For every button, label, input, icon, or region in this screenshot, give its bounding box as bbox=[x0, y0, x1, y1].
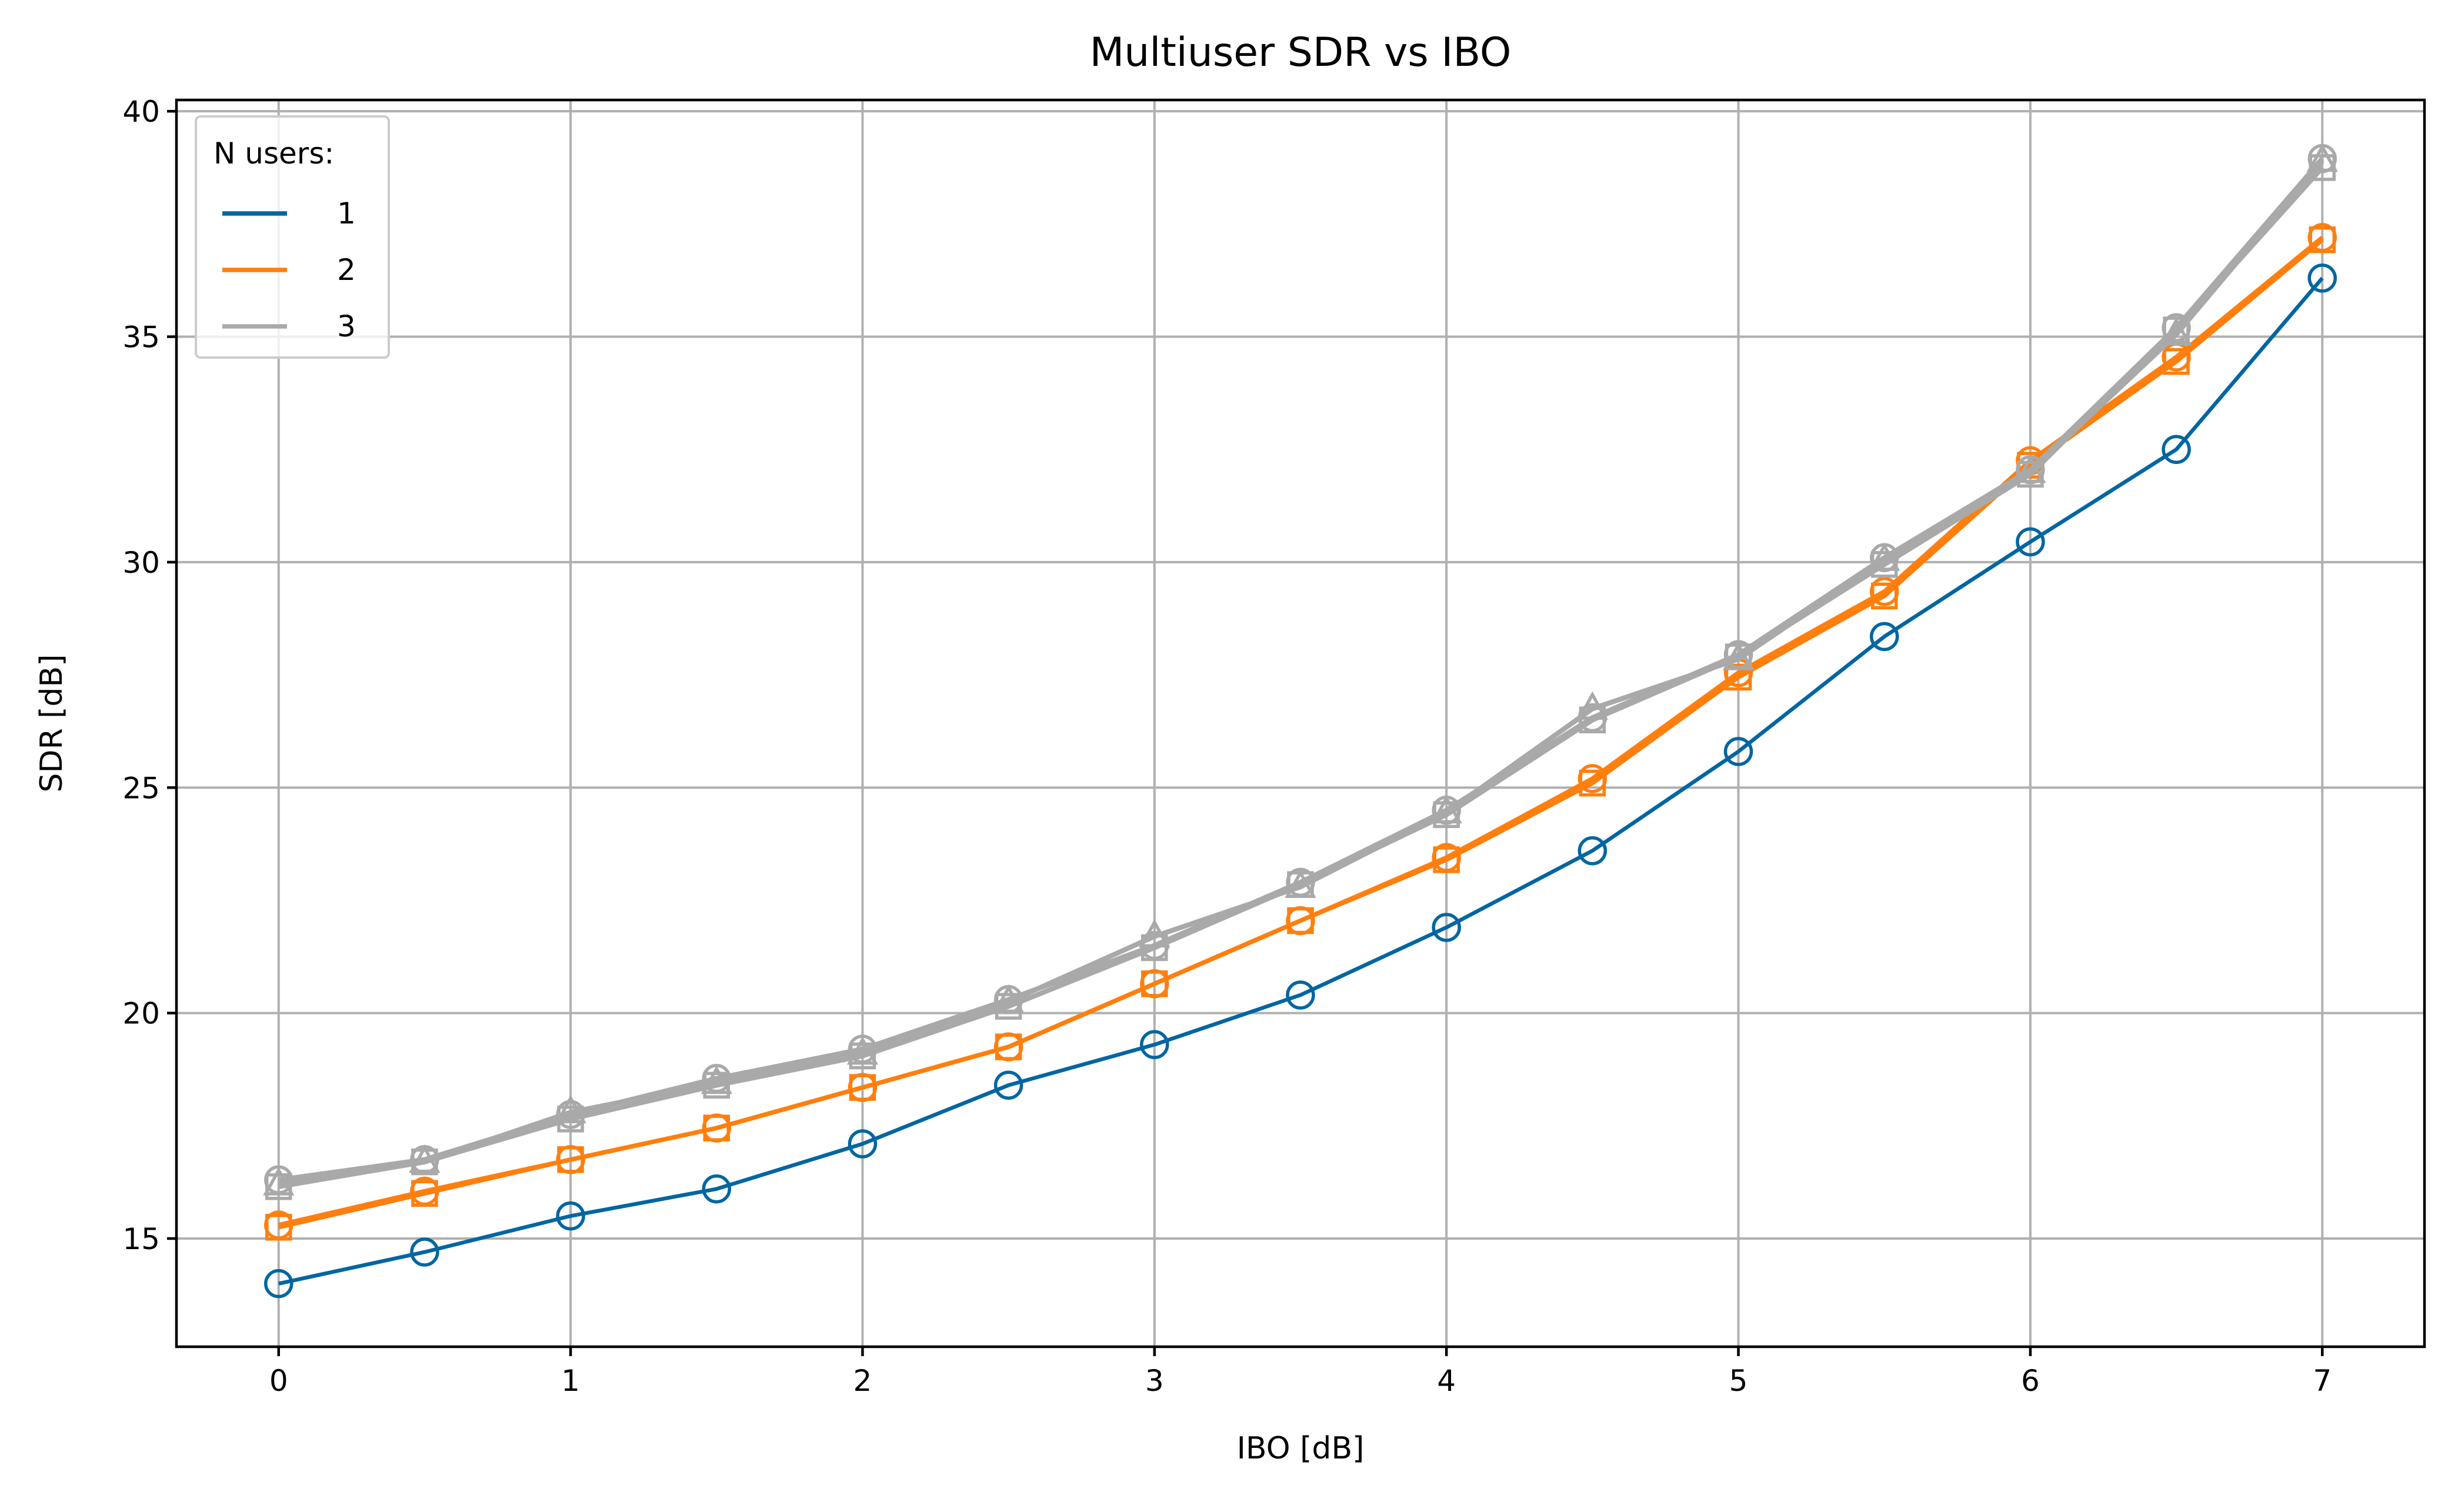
y-tick-label: 30 bbox=[122, 546, 160, 580]
data-point bbox=[701, 1065, 732, 1094]
chart-title: Multiuser SDR vs IBO bbox=[1090, 29, 1512, 76]
data-point bbox=[1577, 836, 1607, 866]
data-point bbox=[703, 1114, 731, 1141]
data-point bbox=[1287, 871, 1314, 898]
data-point bbox=[2160, 316, 2192, 346]
data-point bbox=[1287, 907, 1314, 934]
data-point bbox=[1141, 934, 1168, 962]
data-point bbox=[1141, 970, 1168, 997]
data-point bbox=[411, 1180, 438, 1207]
data-point bbox=[1140, 1030, 1169, 1060]
x-tick-label: 1 bbox=[561, 1364, 580, 1398]
data-point bbox=[1433, 801, 1460, 829]
data-point bbox=[557, 1106, 584, 1133]
data-point bbox=[2307, 263, 2337, 293]
y-tick-label: 15 bbox=[122, 1222, 160, 1256]
x-tick-label: 2 bbox=[853, 1364, 872, 1398]
series-line bbox=[278, 238, 2324, 1230]
data-point bbox=[1286, 980, 1315, 1010]
legend-label-3: 3 bbox=[337, 309, 356, 343]
data-point bbox=[1579, 769, 1606, 797]
data-point bbox=[1725, 643, 1752, 670]
data-point bbox=[263, 1167, 295, 1196]
data-point bbox=[702, 1174, 732, 1204]
data-point bbox=[2163, 348, 2190, 375]
data-point bbox=[849, 1042, 876, 1070]
series-3 bbox=[263, 143, 2338, 1200]
x-tick-label: 6 bbox=[2021, 1364, 2040, 1398]
x-tick-label: 0 bbox=[269, 1364, 288, 1398]
data-point bbox=[2309, 226, 2336, 253]
data-point bbox=[848, 1129, 878, 1159]
data-point bbox=[557, 1146, 584, 1173]
data-point bbox=[993, 1070, 1023, 1100]
y-tick-label: 25 bbox=[122, 771, 160, 805]
data-point bbox=[1870, 582, 1898, 610]
data-point bbox=[1725, 663, 1752, 691]
legend-label-2: 2 bbox=[337, 253, 356, 287]
grid bbox=[176, 100, 2424, 1347]
legend: N users: 1 2 3 bbox=[195, 115, 390, 359]
data-point bbox=[1870, 550, 1898, 578]
legend-box bbox=[195, 115, 390, 359]
data-point bbox=[995, 993, 1022, 1020]
series-1 bbox=[264, 263, 2337, 1299]
data-point bbox=[995, 1033, 1022, 1060]
data-point bbox=[556, 1201, 585, 1231]
legend-label-1: 1 bbox=[337, 196, 356, 231]
data-point bbox=[849, 1074, 876, 1101]
data-point bbox=[411, 1148, 438, 1176]
x-tick-label: 3 bbox=[1145, 1364, 1164, 1398]
y-tick-label: 20 bbox=[122, 997, 160, 1031]
series-layer bbox=[263, 143, 2338, 1299]
plot-frame bbox=[175, 98, 2426, 1349]
x-tick-label: 7 bbox=[2313, 1364, 2332, 1398]
data-point bbox=[265, 1214, 292, 1241]
x-axis-label: IBO [dB] bbox=[1237, 1431, 1365, 1466]
data-point bbox=[1869, 622, 1899, 652]
data-point bbox=[1433, 846, 1460, 873]
data-point bbox=[2309, 154, 2336, 181]
x-tick-label: 5 bbox=[1729, 1364, 1748, 1398]
data-point bbox=[2016, 527, 2045, 557]
y-tick-label: 40 bbox=[122, 95, 160, 129]
data-point bbox=[1432, 913, 1461, 942]
data-point bbox=[703, 1072, 731, 1099]
y-tick-label: 35 bbox=[122, 321, 160, 355]
data-point bbox=[555, 1094, 586, 1124]
x-tick-label: 4 bbox=[1437, 1364, 1456, 1398]
y-axis-label: SDR [dB] bbox=[34, 655, 69, 793]
series-line bbox=[278, 166, 2324, 1190]
data-point bbox=[2163, 316, 2190, 343]
legend-title: N users: bbox=[214, 136, 334, 171]
data-point bbox=[410, 1237, 439, 1267]
data-point bbox=[1579, 706, 1606, 733]
data-point bbox=[2017, 460, 2044, 488]
axis-ticks: 0 1 2 3 4 5 6 7 15 20 25 30 35 40 bbox=[122, 95, 2332, 1398]
series-line bbox=[278, 276, 2324, 1286]
data-point bbox=[265, 1173, 292, 1200]
data-point bbox=[2162, 435, 2191, 464]
data-point bbox=[1723, 737, 1753, 766]
data-point bbox=[992, 984, 1025, 1013]
data-point bbox=[264, 1269, 294, 1299]
